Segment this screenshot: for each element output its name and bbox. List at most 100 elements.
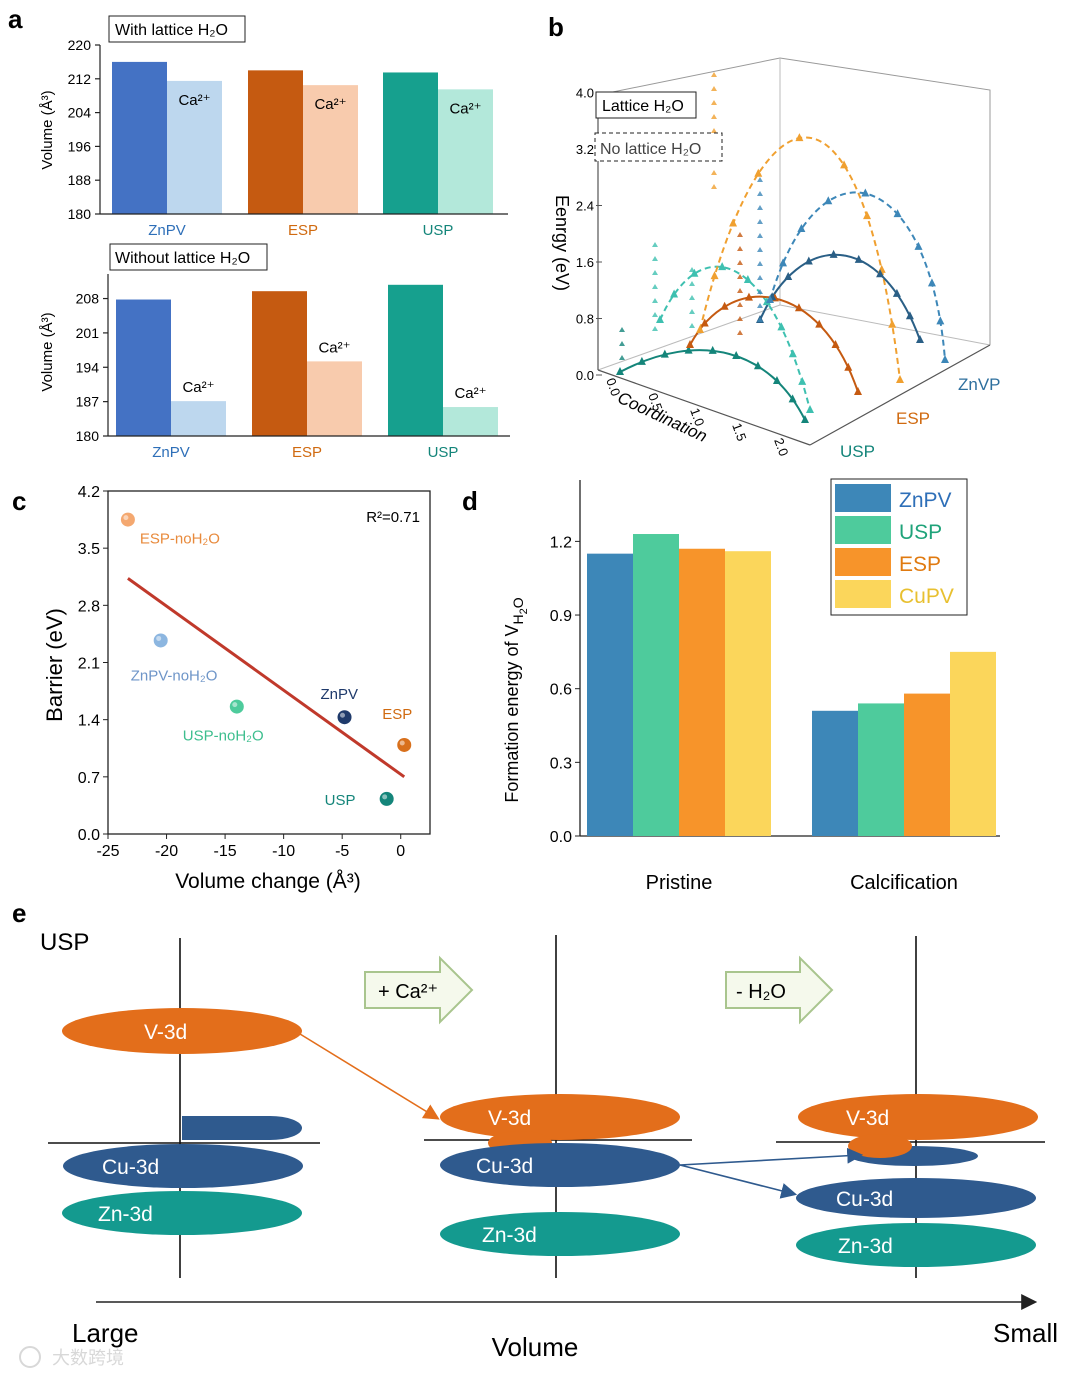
b-curve-usp-lattice [619,349,806,421]
a-top-ytick-label: 204 [68,105,92,121]
b-drop-marker [711,114,717,119]
a-bot-bar-usp-ca [443,407,498,436]
b-depth-usp: USP [840,442,875,461]
c-xtick-label: -15 [214,843,237,860]
panel-e-orbitals: USP + Ca²⁺ - H₂O V-3d Cu-3d Zn-3d V-3d C… [40,929,1058,1362]
b-drop-marker [652,242,658,247]
a-bot-ca-label-znpv: Ca²⁺ [182,379,214,396]
c-point-label: ESP-noH₂O [140,531,220,548]
c-xtick-label: -25 [96,843,119,860]
b-ztick-label: 4.0 [576,86,594,101]
b-marker [788,394,797,403]
b-marker [863,211,872,220]
e3-orbital-cu [796,1178,1036,1218]
b-drop-marker [711,128,717,133]
b-drop-marker [757,219,763,224]
e-axis-left: Large [72,1318,139,1348]
a-bot-ytick-label: 201 [76,325,100,341]
chart-b-3d: 0.0 0.8 1.6 2.4 3.2 4.0 0.0 0.5 1.0 1.5 2.0 Eenrg… [552,57,1001,461]
c-ytick-label: 4.2 [78,484,100,501]
e1-label-v: V-3d [144,1021,187,1044]
b-drop-marker [757,177,763,182]
c-point-highlight [123,515,129,521]
d-legend-label: CuPV [899,585,954,608]
d-legend-swatch [835,548,891,576]
b-marker [854,387,862,395]
c-point-label: USP [325,792,356,809]
e-arrow-h2o-label: - H₂O [736,981,786,1003]
b-xtick-label: 0.5 [645,391,665,413]
b-marker [777,322,786,331]
e1-orbital-cu [63,1144,303,1188]
c-point-highlight [340,712,346,718]
a-bot-ytick-label: 180 [76,428,100,444]
c-point-highlight [382,794,388,800]
a-top-ylabel: Volume (Å³) [39,90,56,169]
a-bot-bar-znpv-ca [171,401,226,436]
a-top-ca-label-znpv: Ca²⁺ [178,92,210,109]
d-bar-cupv-0 [725,551,771,836]
b-drop-marker [619,355,625,360]
b-marker [844,362,853,371]
d-legend-swatch [835,580,891,608]
a-bot-bar-esp-pristine [252,291,307,436]
a-top-ytick-label: 212 [68,71,92,87]
e2-orbital-v [440,1094,680,1140]
b-marker [936,316,945,325]
c-ytick-label: 3.5 [78,541,100,558]
c-ytick-label: 2.8 [78,598,100,615]
b-xtick-label: 1.0 [687,406,707,428]
a-bot-bar-esp-ca [307,361,362,436]
b-marker [766,295,774,303]
b-ylabel: Eenrgy (eV) [552,195,572,291]
b-marker [794,303,803,312]
b-marker [896,375,904,383]
b-marker [708,345,717,354]
b-marker [710,271,719,280]
panel-label-e: e [12,898,26,928]
d-bar-esp-0 [679,548,725,836]
c-point-label: ZnPV [321,686,359,703]
a-bottom-ylabel: Volume (Å³) [39,312,56,391]
b-marker [829,249,838,258]
c-xlabel: Volume change (Å³) [175,870,361,893]
b-drop-marker [652,326,658,331]
b-marker [729,218,738,227]
b-drop-marker [757,233,763,238]
c-ylabel: Barrier (eV) [42,608,67,722]
c-ytick-label: 1.4 [78,713,100,730]
b-marker [941,355,949,363]
c-xtick-label: -5 [335,843,349,860]
b-drop-marker [689,309,695,314]
d-xlabel: Pristine [646,872,713,894]
b-ztick-label: 1.6 [576,255,594,270]
b-drop-marker [737,288,743,293]
b-marker [772,376,781,385]
a-bot-bar-znpv-pristine [116,299,171,436]
c-point-highlight [399,740,405,746]
b-drop-marker [737,274,743,279]
b-drop-marker [711,184,717,189]
b-drop-marker [689,295,695,300]
b-marker [788,349,797,358]
d-legend-label: ZnPV [899,489,952,512]
b-marker [804,256,813,265]
c-xtick-label: -10 [272,843,295,860]
e-arrow-ca-label: + Ca²⁺ [378,981,438,1003]
a-top-bar-znpv-pristine [112,61,167,215]
b-marker [718,262,727,271]
e1-orbital-cu-half [182,1116,302,1140]
e-arrow-v-shift [299,1033,440,1120]
a-top-xlabel-znpv: ZnPV [148,222,186,239]
c-point-highlight [156,635,162,641]
b-drop-marker [757,261,763,266]
e-arrow-cu-shift-1 [679,1147,864,1166]
d-ytick-label: 0.3 [550,755,572,772]
e1-label-zn: Zn-3d [98,1203,153,1226]
b-marker [779,258,788,267]
a-bot-ytick-label: 208 [76,291,100,307]
panel-label-c: c [12,486,26,516]
b-marker [762,297,771,306]
a-top-bar-esp-ca [303,85,358,214]
